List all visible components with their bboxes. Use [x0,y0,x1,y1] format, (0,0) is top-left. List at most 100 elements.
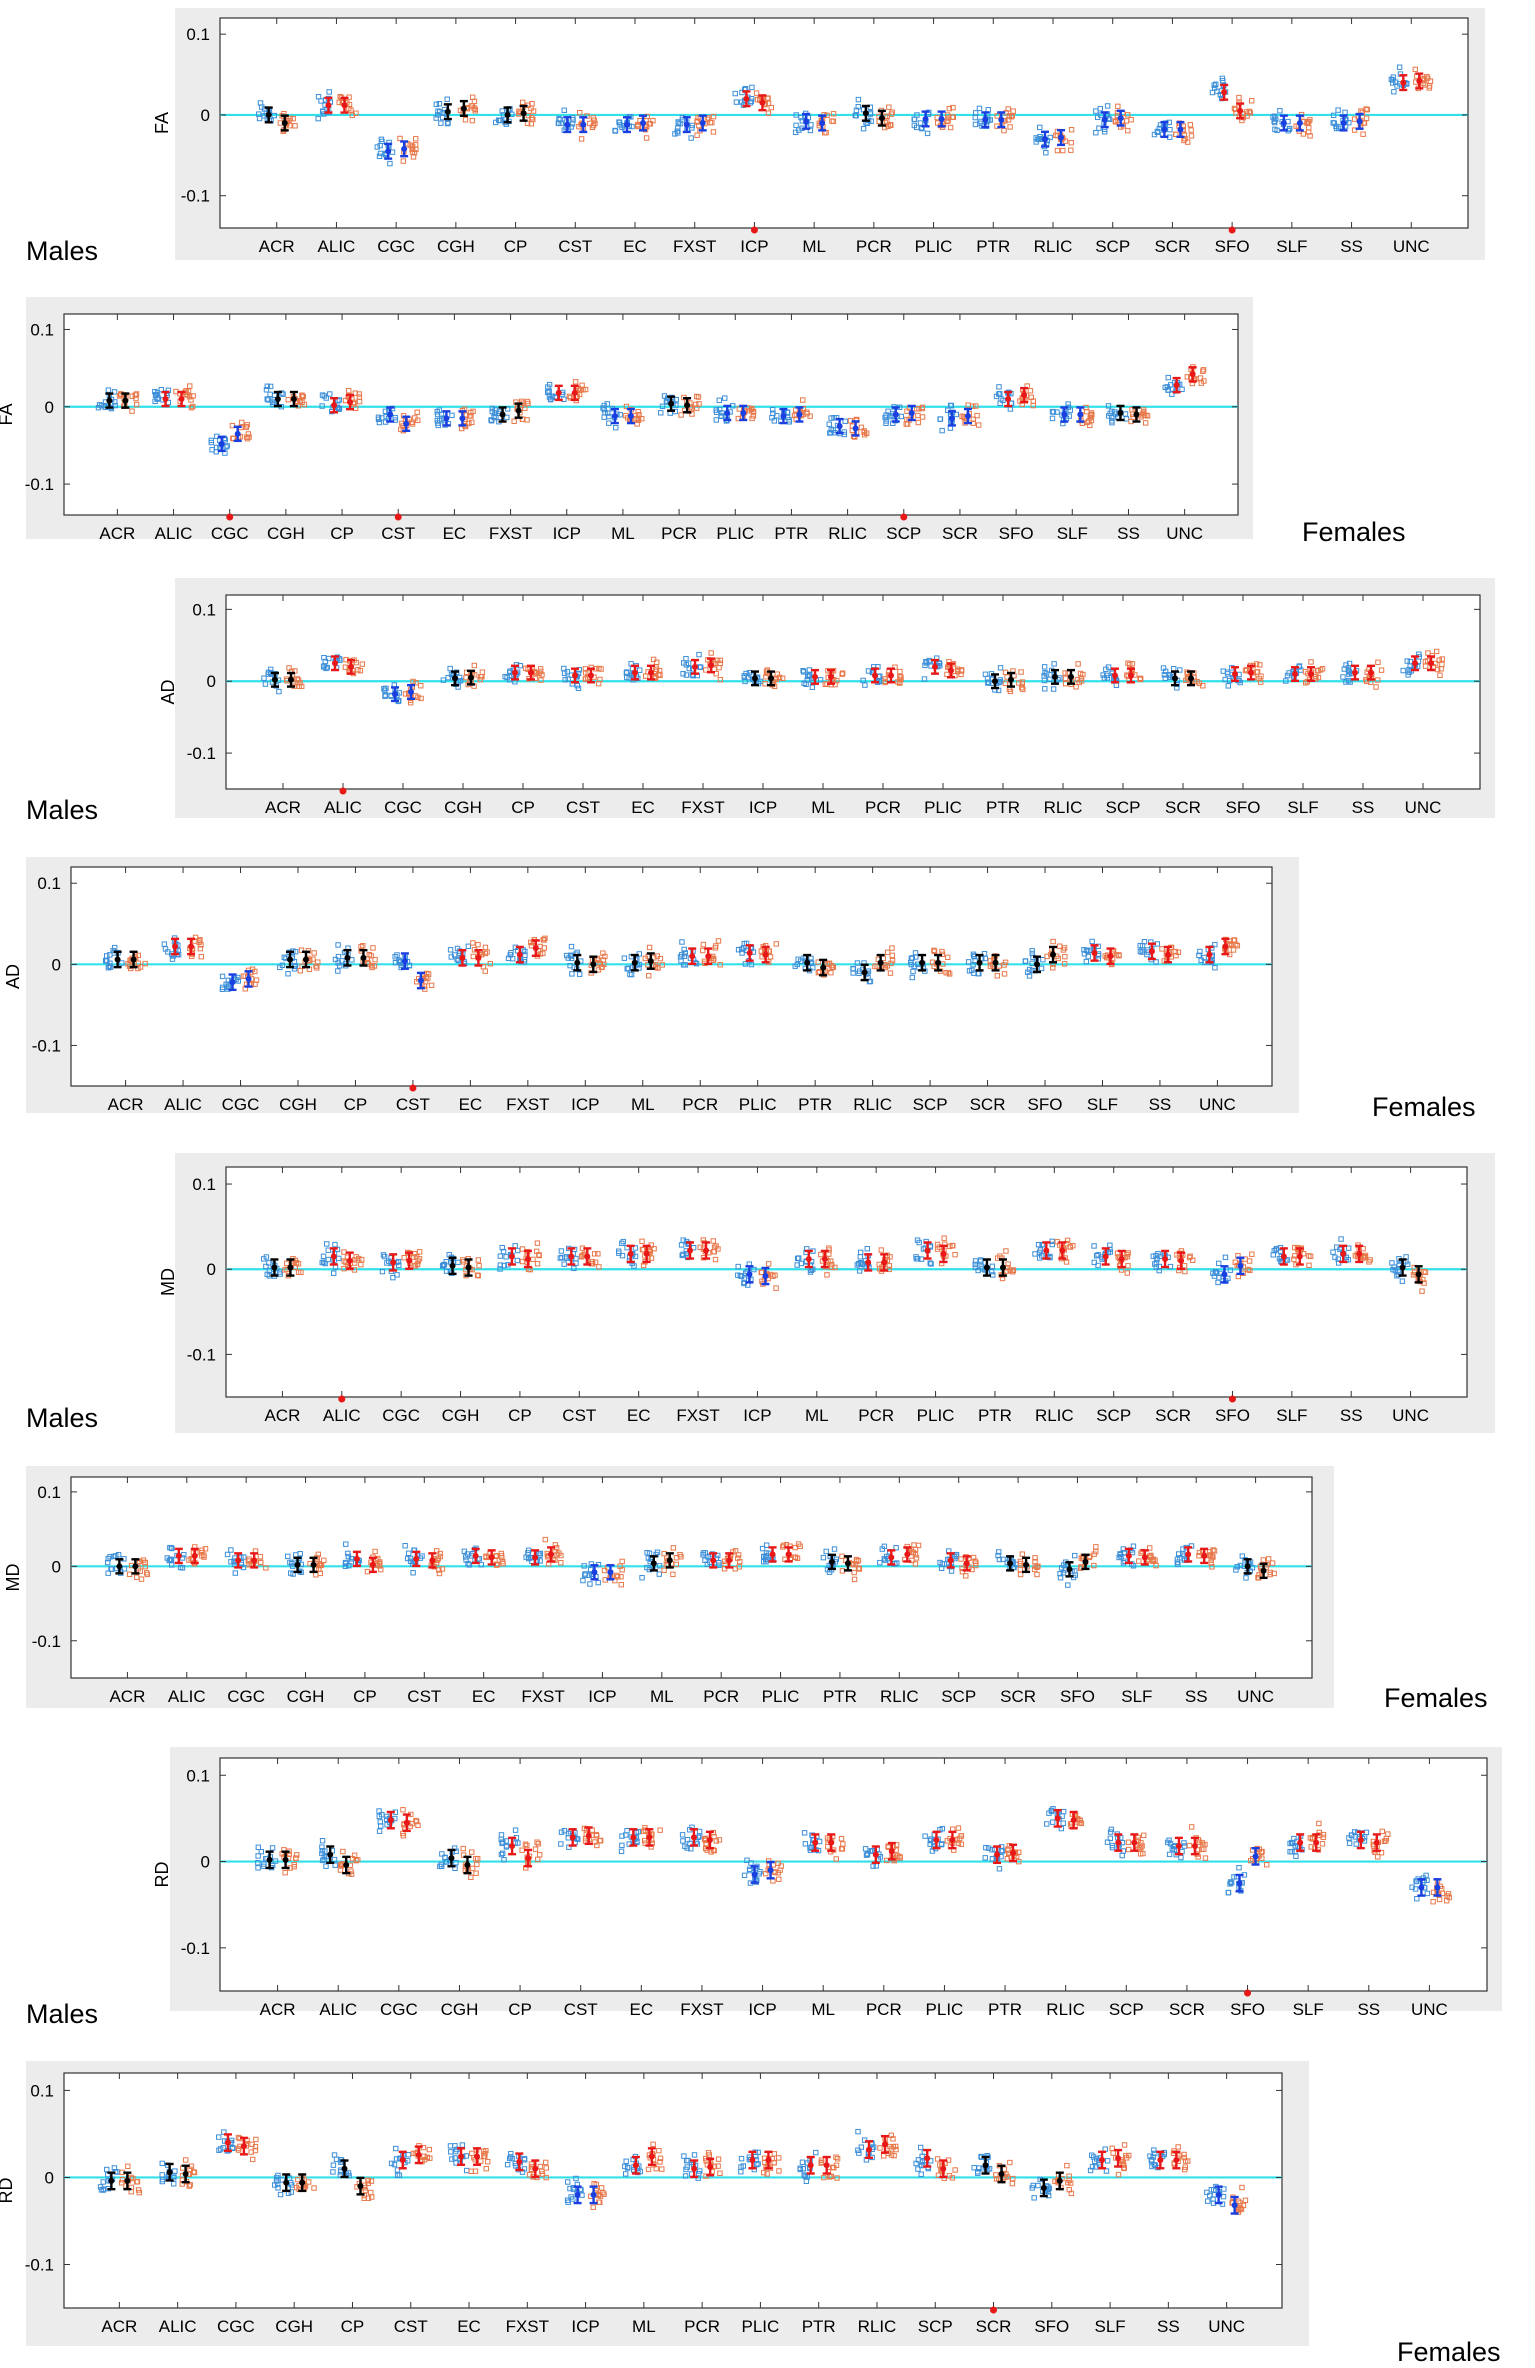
x-tick-label: SLF [1121,1687,1152,1706]
x-tick-label: PLIC [739,1095,777,1114]
mean-point [331,402,337,408]
x-tick-label: CST [566,798,600,817]
mean-point [820,965,826,971]
mean-point [763,952,769,958]
y-tick-label: -0.1 [187,1345,216,1364]
mean-point [612,413,618,419]
x-tick-label: SS [1352,798,1375,817]
mean-point [1178,1258,1184,1264]
mean-point [172,943,178,949]
x-tick-label: UNC [1199,1095,1236,1114]
mean-point [1008,677,1014,683]
mean-point [568,1253,574,1259]
mean-point [687,1247,693,1253]
mean-point [282,120,288,126]
x-tick-label: SLF [1287,798,1318,817]
mean-point [331,1253,337,1259]
plot-area-rd-males [220,1758,1487,1991]
mean-point [939,116,945,122]
x-tick-label: PCR [703,1687,739,1706]
x-tick-label: SFO [1226,798,1261,817]
mean-point [806,1256,812,1262]
x-tick-label: FXST [676,1406,719,1425]
mean-point [404,1820,410,1826]
mean-point [1082,1559,1088,1565]
mean-point [984,1265,990,1271]
mean-point [1066,1566,1072,1572]
x-tick-label: SCR [1154,237,1190,256]
x-tick-label: EC [443,524,467,543]
mean-point [1412,660,1418,666]
y-tick-label: 0 [207,1260,216,1279]
mean-point [459,415,465,421]
y-tick-label: 0.1 [30,320,54,339]
mean-point [452,675,458,681]
mean-point [1091,950,1097,956]
x-tick-label: SS [1340,237,1363,256]
mean-point [1261,1568,1267,1574]
mean-point [1292,671,1298,677]
mean-point [1222,943,1228,949]
mean-point [1352,670,1358,676]
mean-point [632,670,638,676]
x-tick-label: UNC [1392,1406,1429,1425]
y-tick-label: 0 [52,1557,61,1576]
mean-point [1237,108,1243,114]
x-tick-label: SCR [942,524,978,543]
significance-marker [1229,227,1236,234]
y-tick-label: 0.1 [186,1766,210,1785]
x-tick-label: CST [564,2000,598,2019]
x-tick-label: PTR [798,1095,832,1114]
y-tick-label: 0.1 [192,600,216,619]
x-tick-label: CGH [437,237,475,256]
mean-point [1297,120,1303,126]
mean-point [1281,120,1287,126]
mean-point [1340,1251,1346,1257]
mean-point [512,670,518,676]
y-axis-label: AD [3,964,23,989]
x-tick-label: PLIC [716,524,754,543]
x-tick-label: PLIC [762,1687,800,1706]
mean-point [588,672,594,678]
mean-point [689,953,695,959]
x-tick-label: ALIC [319,2000,357,2019]
mean-point [392,691,398,697]
x-tick-label: PCR [661,524,697,543]
x-tick-label: EC [459,1095,483,1114]
mean-point [819,120,825,126]
mean-point [1119,1256,1125,1262]
x-tick-label: SCP [886,524,921,543]
significance-marker [226,514,233,521]
mean-point [246,976,252,982]
mean-point [408,689,414,695]
mean-point [517,952,523,958]
x-tick-label: CGH [441,2000,479,2019]
mean-point [1400,1265,1406,1271]
x-tick-label: UNC [1166,524,1203,543]
mean-point [932,664,938,670]
mean-point [700,120,706,126]
mean-point [584,1253,590,1259]
mean-point [640,120,646,126]
mean-point [632,960,638,966]
x-tick-label: EC [631,798,655,817]
mean-point [402,958,408,964]
mean-point [1077,412,1083,418]
x-tick-label: CP [344,1095,368,1114]
mean-point [740,410,746,416]
mean-point [332,660,338,666]
x-tick-label: PLIC [924,798,962,817]
mean-point [1416,78,1422,84]
mean-point [865,1259,871,1265]
mean-point [1007,1560,1013,1566]
x-tick-label: PTR [823,1687,857,1706]
mean-point [977,960,983,966]
mean-point [267,1857,273,1863]
x-tick-label: CGH [444,798,482,817]
y-tick-label: 0 [201,106,210,125]
mean-point [872,672,878,678]
x-tick-label: SCP [1096,1406,1131,1425]
x-tick-label: ICP [588,1687,616,1706]
x-tick-label: SFO [1028,1095,1063,1114]
x-tick-label: SCP [941,1687,976,1706]
